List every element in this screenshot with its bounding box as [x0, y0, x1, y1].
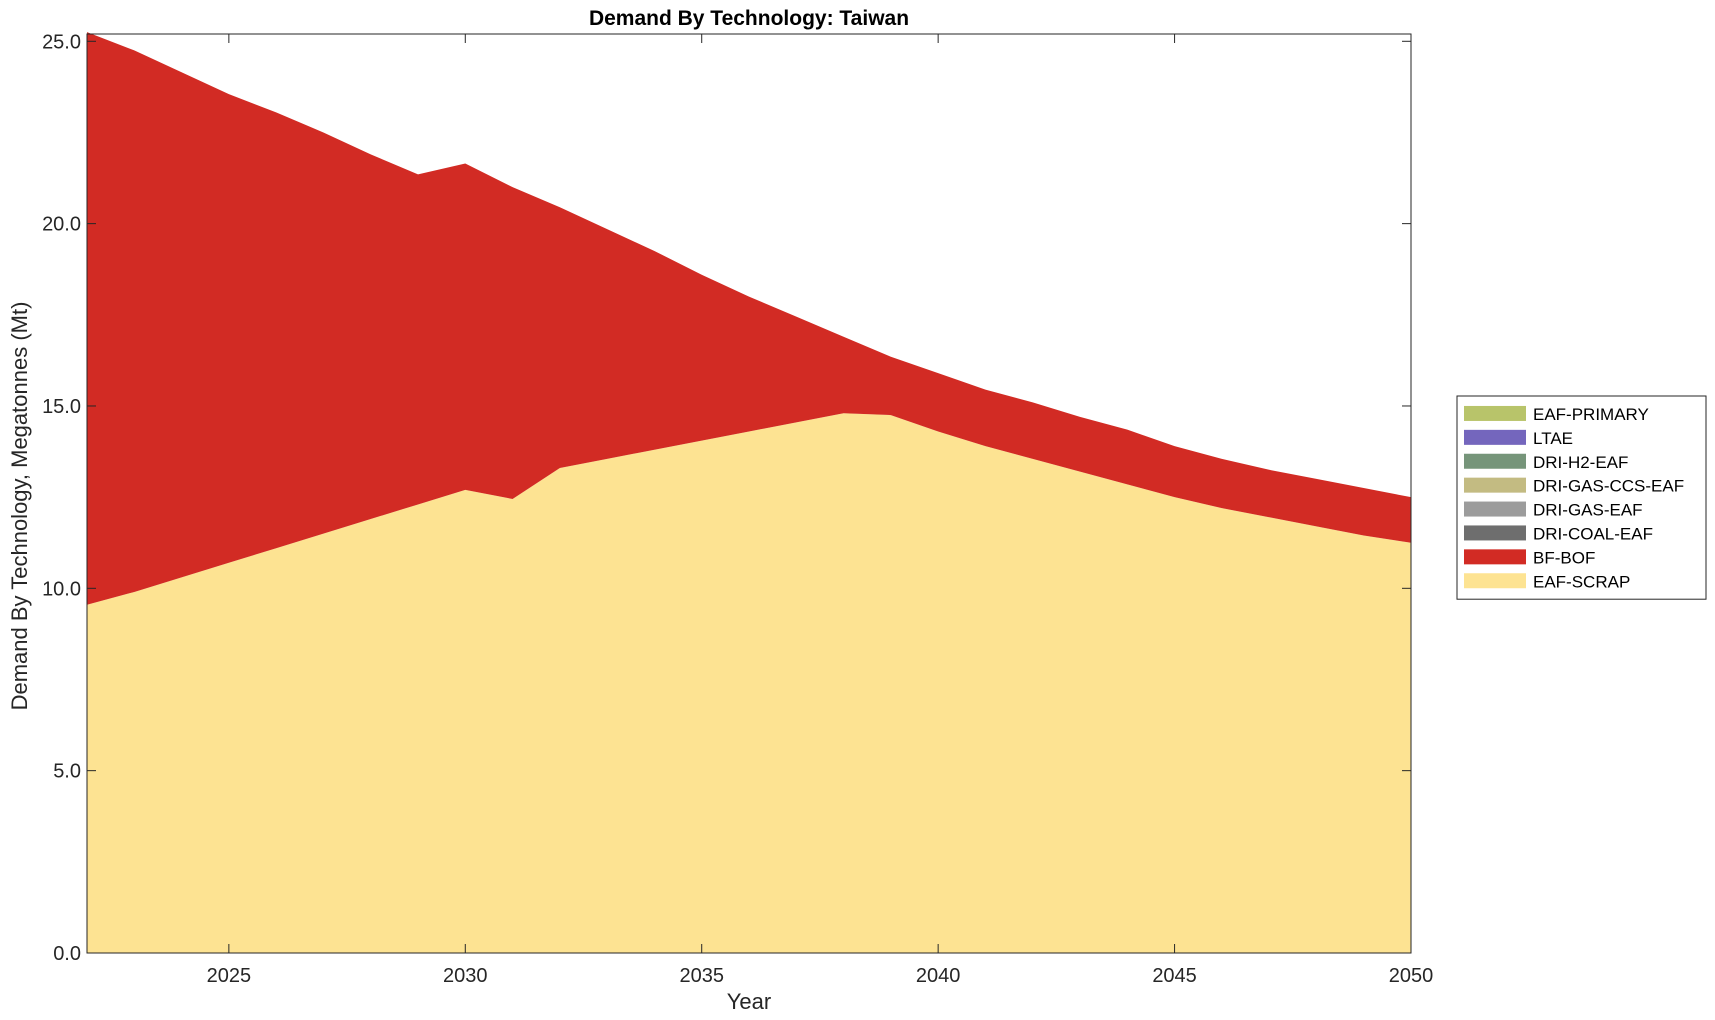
legend-label: DRI-H2-EAF	[1533, 453, 1628, 472]
x-tick-label: 2025	[207, 965, 252, 987]
legend-label: BF-BOF	[1533, 548, 1595, 567]
y-tick-labels: 0.0 5.0 10.0 15.0 20.0 25.0	[42, 31, 81, 965]
area-eaf-scrap	[87, 413, 1411, 953]
legend-swatch	[1464, 477, 1526, 493]
y-tick-label: 0.0	[53, 943, 81, 965]
legend-swatch	[1464, 549, 1526, 565]
y-tick-label: 10.0	[42, 578, 81, 600]
legend-label: DRI-GAS-EAF	[1533, 501, 1643, 520]
x-axis-label: Year	[727, 989, 771, 1014]
legend-label: DRI-GAS-CCS-EAF	[1533, 477, 1684, 496]
legend-swatch	[1464, 525, 1526, 541]
y-tick-label: 20.0	[42, 214, 81, 236]
legend-swatch	[1464, 573, 1526, 589]
legend: EAF-PRIMARY LTAE DRI-H2-EAF DRI-GAS-CCS-EAF…	[1456, 395, 1707, 600]
x-tick-label: 2035	[679, 965, 724, 987]
legend-label: EAF-SCRAP	[1533, 572, 1630, 591]
legend-swatch	[1464, 453, 1526, 469]
legend-label: DRI-COAL-EAF	[1533, 524, 1653, 543]
legend-box	[1456, 395, 1707, 600]
legend-label: EAF-PRIMARY	[1533, 405, 1649, 424]
y-tick-label: 5.0	[53, 761, 81, 783]
x-tick-labels: 2025 2030 2035 2040 2045 2050	[207, 965, 1434, 987]
chart-title: Demand By Technology: Taiwan	[589, 7, 909, 30]
x-tick-label: 2045	[1152, 965, 1197, 987]
plot-frame	[86, 33, 1412, 954]
axis-ticks	[87, 34, 1412, 954]
legend-swatch	[1464, 405, 1526, 421]
y-axis-label: Demand By Technology, Megatonnes (Mt)	[7, 302, 32, 711]
legend-swatch	[1464, 429, 1526, 445]
area-series-group	[87, 32, 1411, 953]
area-bf-bof	[87, 32, 1411, 605]
legend-swatch	[1464, 501, 1526, 517]
y-tick-label: 15.0	[42, 396, 81, 418]
x-tick-label: 2050	[1389, 965, 1434, 987]
legend-label: LTAE	[1533, 429, 1573, 448]
y-tick-label: 25.0	[42, 31, 81, 53]
x-tick-label: 2040	[916, 965, 961, 987]
x-tick-label: 2030	[443, 965, 488, 987]
